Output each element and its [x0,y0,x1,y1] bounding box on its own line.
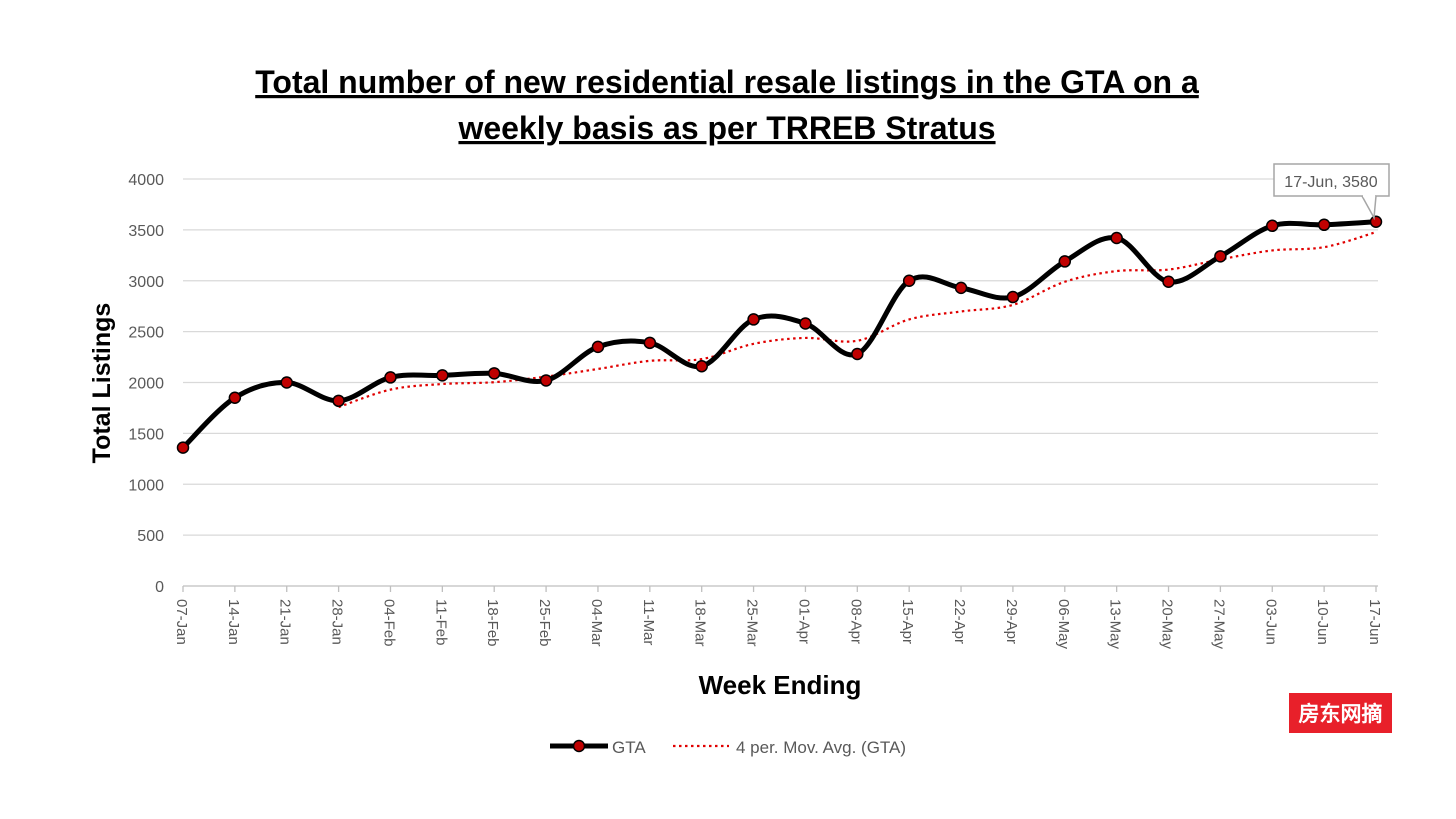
gta-data-point [228,391,242,405]
gta-data-point [695,359,708,373]
legend: GTA 4 per. Mov. Avg. (GTA) [550,738,906,757]
gta-data-point [1058,255,1072,268]
gta-data-point [851,347,864,361]
callout-pointer [1361,195,1377,221]
gridlines [183,178,1378,587]
callout-box [1273,163,1390,197]
gta-data-point [902,274,916,287]
y-tick-label: 2500 [128,325,164,342]
chart-title-line-1: Total number of new residential resale l… [255,64,1199,100]
y-tick-label: 1500 [128,426,164,443]
x-tick-label: 17-Jun [1366,599,1383,645]
x-tick-label: 11-Mar [640,599,657,645]
y-tick-label: 1000 [128,477,164,494]
legend-gta-marker [572,739,586,753]
gta-data-point [539,374,553,387]
x-tick-label: 18-Feb [484,599,501,647]
gta-data-point [1214,250,1227,263]
gta-data-point [1110,231,1123,245]
gta-data-point [487,367,501,380]
series [176,215,1383,454]
gta-data-point [436,369,449,382]
y-tick-label: 4000 [128,172,164,189]
y-tick-label: 500 [137,528,164,545]
gta-data-point [1369,215,1383,228]
x-axis-ticks: 07-Jan 14-Jan 21-Jan 28-Jan 04-Feb 11-Feb 18-F… [173,586,1383,650]
y-tick-label: 2000 [128,376,164,393]
moving-average-line [338,231,1377,409]
x-tick-label: 06-May [1055,599,1072,650]
x-tick-label: 04-Mar [588,599,605,647]
y-tick-label: 3000 [128,274,164,291]
gta-data-point [332,394,345,408]
x-tick-label: 01-Apr [795,599,812,644]
data-callout: 17-Jun, 3580 [1273,163,1390,221]
legend-gta-label: GTA [612,738,646,757]
x-tick-label: 11-Feb [432,599,449,645]
chart-title-line-2: weekly basis as per TRREB Stratus [457,110,995,146]
y-tick-label: 0 [155,579,164,596]
x-axis-title: Week Ending [699,670,862,700]
x-tick-label: 04-Feb [380,599,397,647]
y-axis-ticks: 0 500 1000 1500 2000 2500 3000 3500 4000 [128,172,164,596]
x-tick-label: 07-Jan [173,599,190,645]
gta-data-point [799,317,812,330]
x-tick-label: 20-May [1159,599,1176,650]
gta-data-point [384,371,397,384]
x-tick-label: 25-Mar [744,599,761,647]
y-axis-title: Total Listings [88,303,116,464]
x-tick-label: 21-Jan [277,599,294,645]
y-tick-label: 3500 [128,223,164,240]
x-tick-label: 18-Mar [692,599,709,647]
legend-moving-average-label: 4 per. Mov. Avg. (GTA) [736,738,906,757]
x-tick-label: 28-Jan [329,599,346,645]
x-tick-label: 27-May [1210,599,1227,650]
x-tick-label: 08-Apr [847,599,864,644]
gta-data-point [591,340,605,354]
x-tick-label: 14-Jan [225,599,242,645]
gta-data-point [280,376,293,389]
callout-label: 17-Jun, 3580 [1284,174,1378,191]
gta-data-point [1006,290,1020,304]
x-tick-label: 22-Apr [951,599,968,644]
x-tick-label: 15-Apr [899,599,916,644]
x-tick-label: 25-Feb [536,599,553,647]
gta-data-point [954,281,968,295]
chart-title: Total number of new residential resale l… [255,64,1199,146]
x-tick-label: 29-Apr [1003,599,1020,644]
x-tick-label: 13-May [1107,599,1124,650]
gta-data-point [643,336,657,350]
gta-data-point [1317,218,1331,232]
watermark-logo: 房东网摘 [1289,693,1392,733]
gta-series-line [181,219,1377,450]
x-tick-label: 03-Jun [1262,599,1279,645]
gta-data-point [176,441,190,454]
gta-data-point [1266,219,1279,233]
x-tick-label: 10-Jun [1314,599,1331,645]
gta-data-point [1162,275,1175,289]
gta-data-point [747,313,760,326]
